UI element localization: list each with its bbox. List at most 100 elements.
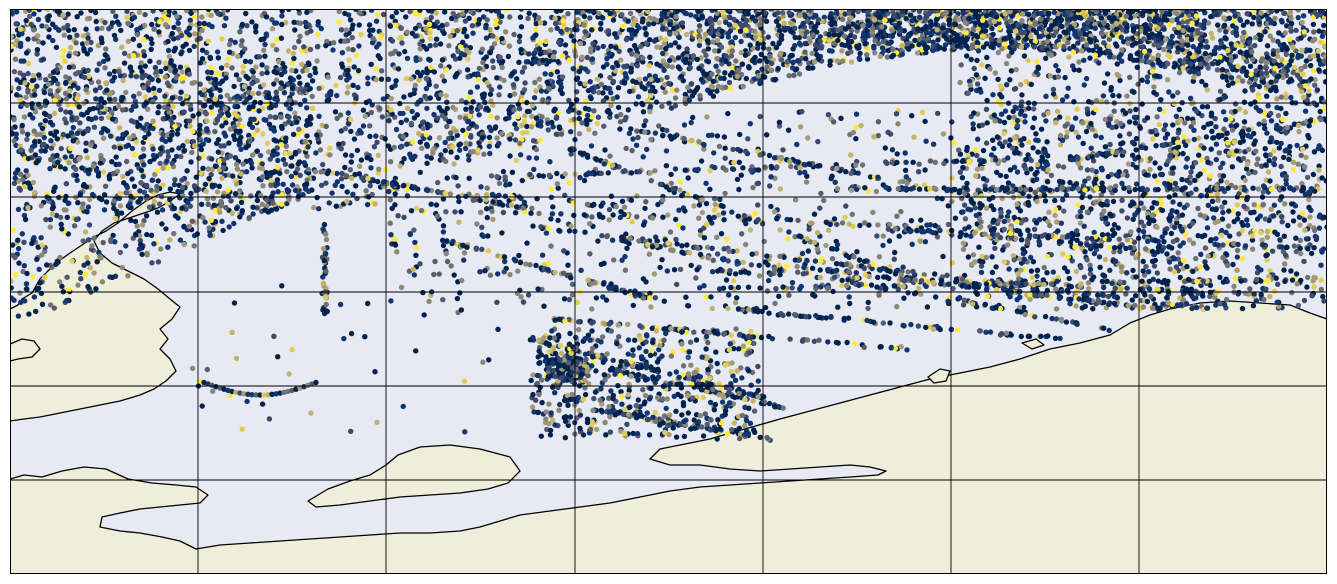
observation-point [759,66,765,72]
observation-point [102,52,109,58]
observation-point [732,34,739,41]
observation-point [138,115,144,121]
observation-point [1222,35,1228,41]
observation-point [1065,39,1071,46]
observation-point [333,82,339,89]
observation-point [439,57,446,63]
observation-point [117,249,124,256]
observation-point [1008,39,1015,45]
observation-point [568,33,575,39]
observation-point [582,105,589,112]
observation-point [264,140,271,147]
observation-point [221,130,227,136]
observation-point [209,182,215,188]
observation-point [409,108,415,115]
observation-point [707,90,713,96]
observation-point [1184,9,1190,15]
observation-point [879,24,885,30]
observation-point [344,77,350,83]
observation-point [501,77,507,84]
observation-point [208,171,214,178]
observation-point [722,70,728,76]
observation-point [267,156,273,162]
observation-point [34,33,41,39]
observation-point [95,173,102,179]
observation-point [699,13,705,19]
observation-point [84,155,91,161]
observation-point [205,75,211,82]
observation-point [726,22,733,28]
observation-point [1195,65,1201,71]
observation-point [1300,71,1306,77]
observation-point [385,76,392,83]
observation-point [903,16,909,22]
observation-point [1221,22,1228,28]
observation-point [562,42,569,48]
observation-point [215,149,221,155]
observation-point [233,161,240,168]
observation-point [229,65,235,71]
observation-point [714,55,720,62]
observation-point [414,112,420,118]
observation-point [25,60,32,66]
observation-point [1214,67,1221,73]
observation-point [565,11,571,17]
observation-point [70,138,76,144]
observation-point [413,55,419,61]
observation-point [1231,18,1238,24]
observation-point [334,92,340,99]
observation-point [25,36,31,42]
observation-point [181,147,188,154]
observation-point [179,205,185,211]
observation-point [400,134,406,140]
observation-point [109,20,116,26]
observation-point [1189,20,1195,26]
observation-point [76,156,82,162]
observation-point [217,94,224,100]
observation-point [753,34,759,40]
observation-point [404,141,410,147]
observation-point [924,44,931,51]
observation-point [93,96,99,102]
observation-point [1308,62,1314,69]
observation-point [511,31,517,38]
observation-point [1281,10,1288,16]
observation-point [719,28,725,35]
observation-point [559,90,565,97]
observation-point [246,106,252,112]
observation-point [589,27,595,33]
observation-point [329,190,335,196]
observation-point [18,40,24,47]
observation-point [297,80,303,87]
observation-point [661,41,667,47]
observation-point [68,153,75,160]
observation-point [124,184,130,191]
map-frame [10,9,1327,574]
observation-point [854,24,861,30]
observation-point [1065,10,1071,16]
observation-point [819,18,825,25]
observation-point [113,13,119,19]
observation-point [10,227,17,233]
map-canvas[interactable] [10,9,1327,574]
observation-point [144,252,150,258]
observation-point [179,69,185,75]
observation-point [125,273,131,279]
observation-point [710,78,716,85]
observation-point [684,46,690,52]
observation-point [170,104,176,110]
observation-point [647,103,654,110]
observation-point [460,11,466,17]
observation-point [231,133,237,139]
observation-point [373,133,379,139]
observation-point [133,73,140,80]
observation-point [1270,37,1276,43]
observation-point [582,29,588,35]
observation-point [589,56,596,62]
observation-point [633,46,640,52]
observation-point [172,45,179,51]
observation-point [188,190,194,197]
observation-point [168,58,174,64]
observation-point [31,87,37,94]
observation-point [591,108,597,114]
